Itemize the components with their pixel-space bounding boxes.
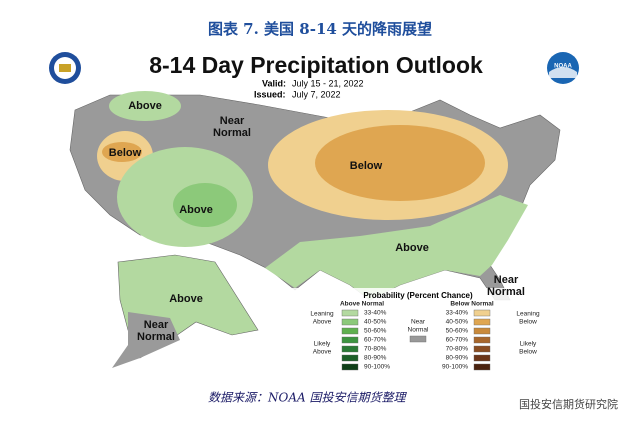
legend-swatch [473, 318, 491, 326]
legend-swatch [473, 354, 491, 362]
legend-swatch [341, 336, 359, 344]
legend-swatch [473, 363, 491, 371]
legend-label: 80-90% [446, 355, 469, 362]
us-map [69, 91, 561, 368]
legend-group-label: Leaning [310, 311, 334, 318]
legend-label: 50-60% [446, 328, 469, 335]
region-label: Near [144, 319, 169, 331]
legend-swatch [473, 345, 491, 353]
region-label: Normal [487, 286, 525, 298]
legend-label: 60-70% [364, 337, 387, 344]
legend-label: 90-100% [442, 364, 468, 371]
legend-group-label: Normal [408, 327, 430, 334]
legend-swatch [341, 318, 359, 326]
legend-swatch [341, 327, 359, 335]
legend-swatch [473, 327, 491, 335]
legend-label: 50-60% [364, 328, 387, 335]
legend-label: 80-90% [364, 355, 387, 362]
region-label: Normal [137, 331, 175, 343]
legend-group-label: Likely [314, 341, 331, 348]
legend-label: 40-50% [364, 319, 387, 326]
legend-label: 33-40% [446, 310, 469, 317]
watermark: 国投安信期货研究院 [519, 397, 618, 411]
source-text: 数据来源：NOAA 国投安信期货整理 [208, 391, 407, 405]
map-title: 8-14 Day Precipitation Outlook [149, 52, 483, 78]
legend-label: 70-80% [446, 346, 469, 353]
legend-swatch [409, 335, 427, 343]
region-label: Normal [213, 127, 251, 139]
legend-label: 90-100% [364, 364, 390, 371]
legend-group-label: Likely [520, 341, 537, 348]
region-label: Above [179, 204, 213, 216]
legend-swatch [341, 363, 359, 371]
issued-date: July 7, 2022 [292, 89, 341, 99]
legend-group-label: Above [313, 349, 332, 356]
legend-swatch [473, 336, 491, 344]
legend-swatch [341, 354, 359, 362]
legend [292, 288, 554, 374]
region-label: Above [128, 100, 162, 112]
region-label: Above [395, 242, 429, 254]
legend-swatch [473, 309, 491, 317]
legend-group-label: Near [411, 319, 426, 326]
legend-label: 33-40% [364, 310, 387, 317]
doc-seal [49, 52, 81, 84]
region-label: Above [169, 293, 203, 305]
legend-group-label: Below [519, 319, 537, 326]
legend-label: 40-50% [446, 319, 469, 326]
region-label: Near [494, 274, 519, 286]
legend-above-title: Above Normal [340, 301, 384, 308]
noaa-logo: NOAA [547, 52, 579, 84]
legend-group-label: Above [313, 319, 332, 326]
region-label: Below [109, 147, 142, 159]
noaa-logo-text: NOAA [554, 64, 572, 70]
header-title: 图表 7. 美国 8-14 天的降雨展望 [208, 20, 432, 38]
issued-label: Issued: [254, 89, 286, 99]
valid-date: July 15 - 21, 2022 [292, 78, 364, 88]
legend-title: Probability (Percent Chance) [363, 291, 473, 300]
region-label: Near [220, 115, 245, 127]
legend-group-label: Below [519, 349, 537, 356]
legend-swatch [341, 309, 359, 317]
legend-swatch [341, 345, 359, 353]
legend-label: 60-70% [446, 337, 469, 344]
legend-label: 70-80% [364, 346, 387, 353]
region-label: Below [350, 160, 383, 172]
legend-group-label: Leaning [516, 311, 540, 318]
valid-label: Valid: [262, 78, 286, 88]
legend-below-title: Below Normal [450, 301, 494, 308]
